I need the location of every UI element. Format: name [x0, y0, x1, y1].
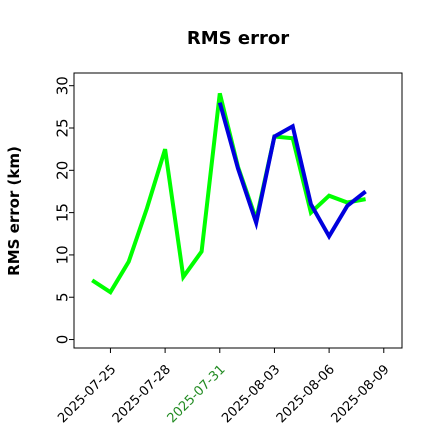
plot-frame — [73, 72, 403, 349]
y-axis-label: RMS error (km) — [5, 146, 23, 276]
y-tick-label-2: 10 — [53, 245, 71, 264]
y-tick-label-1: 5 — [53, 292, 71, 302]
x-tick-label-5: 2025-08-09 — [329, 362, 393, 426]
y-tick-label-3: 15 — [53, 203, 71, 222]
series-line-0 — [91, 92, 366, 296]
y-tick-label-5: 25 — [53, 118, 71, 137]
series-lines — [91, 92, 367, 296]
y-tick-label-0: 0 — [53, 335, 71, 345]
axes: 0510152025302025-07-252025-07-282025-07-… — [53, 76, 392, 426]
chart-title: RMS error — [187, 28, 289, 49]
y-tick-label-6: 30 — [53, 76, 71, 95]
y-tick-label-4: 20 — [53, 161, 71, 180]
series-line-1 — [217, 102, 367, 241]
